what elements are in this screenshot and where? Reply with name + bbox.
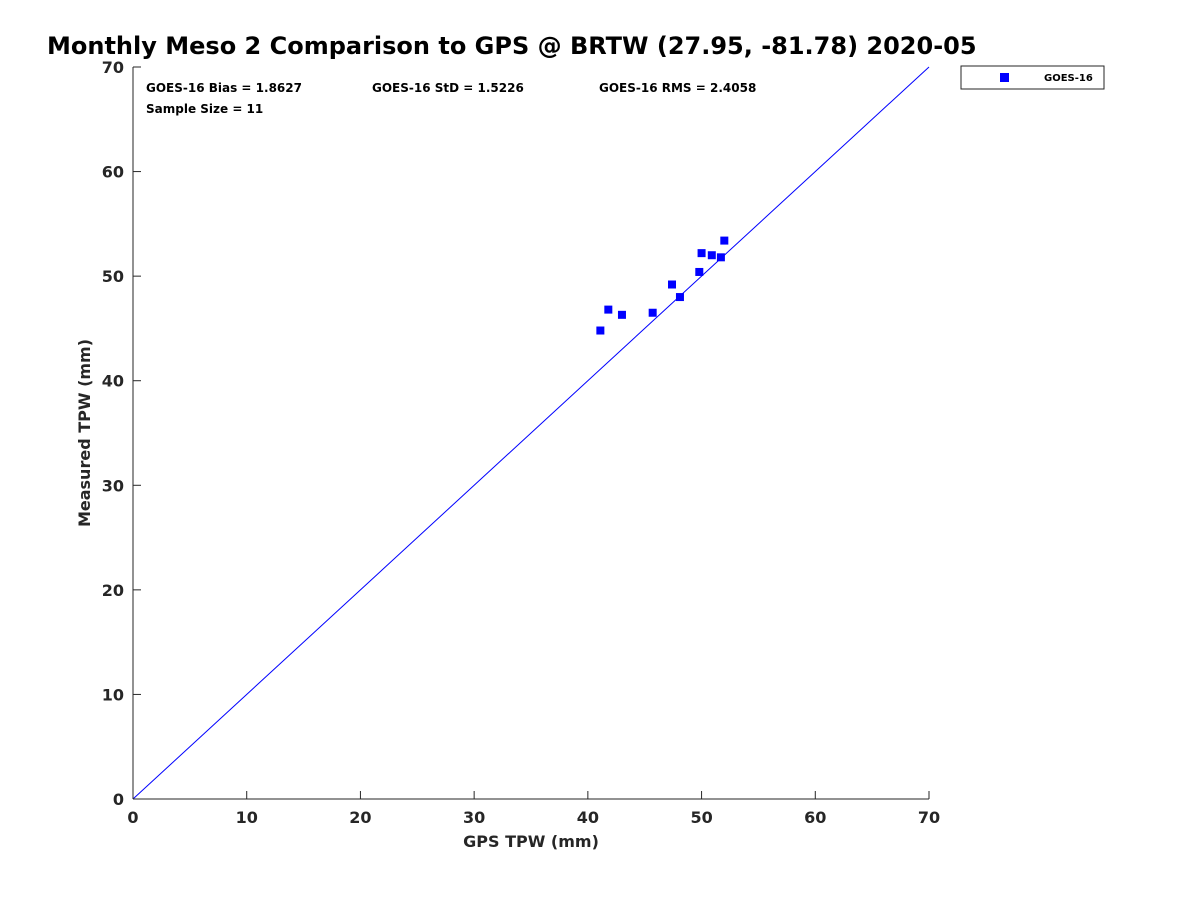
data-point	[596, 326, 605, 335]
data-point	[668, 280, 677, 289]
data-point	[697, 249, 706, 258]
rms-annotation: GOES-16 RMS = 2.4058	[599, 81, 756, 95]
y-axis-label: Measured TPW (mm)	[75, 339, 94, 527]
x-tick-label: 20	[349, 808, 371, 827]
chart-title: Monthly Meso 2 Comparison to GPS @ BRTW …	[47, 32, 977, 60]
x-tick-label: 60	[804, 808, 826, 827]
data-point	[604, 305, 613, 314]
y-tick-label: 70	[102, 58, 124, 77]
x-tick-label: 50	[690, 808, 712, 827]
y-axis: 0 10 20 30 40 50 60 70	[102, 58, 141, 809]
data-point	[707, 251, 716, 260]
x-axis-label: GPS TPW (mm)	[463, 832, 599, 851]
y-tick-label: 30	[102, 476, 124, 495]
legend: GOES-16	[960, 65, 1105, 90]
y-tick-label: 40	[102, 372, 124, 391]
x-axis: 0 10 20 30 40 50 60 70	[127, 791, 940, 827]
y-tick-label: 50	[102, 267, 124, 286]
sample-size-annotation: Sample Size = 11	[146, 102, 263, 116]
data-point	[617, 310, 626, 319]
x-tick-label: 10	[236, 808, 258, 827]
bias-annotation: GOES-16 Bias = 1.8627	[146, 81, 302, 95]
data-point	[716, 253, 725, 262]
legend-marker-goes16	[1000, 73, 1009, 82]
y-tick-label: 0	[113, 790, 124, 809]
legend-label-goes16: GOES-16	[1044, 73, 1093, 84]
x-tick-label: 30	[463, 808, 485, 827]
x-tick-label: 0	[127, 808, 138, 827]
std-annotation: GOES-16 StD = 1.5226	[372, 81, 524, 95]
data-point	[675, 293, 684, 302]
data-point	[720, 236, 729, 245]
x-tick-label: 40	[577, 808, 599, 827]
x-tick-label: 70	[918, 808, 940, 827]
one-to-one-line	[132, 66, 930, 800]
y-tick-label: 10	[102, 685, 124, 704]
stats-annotations: GOES-16 Bias = 1.8627 GOES-16 StD = 1.52…	[146, 81, 756, 116]
plot-area	[132, 66, 930, 800]
data-point	[695, 267, 704, 276]
data-point	[648, 308, 657, 317]
legend-box	[960, 65, 1105, 90]
y-tick-label: 20	[102, 581, 124, 600]
y-tick-label: 60	[102, 163, 124, 182]
